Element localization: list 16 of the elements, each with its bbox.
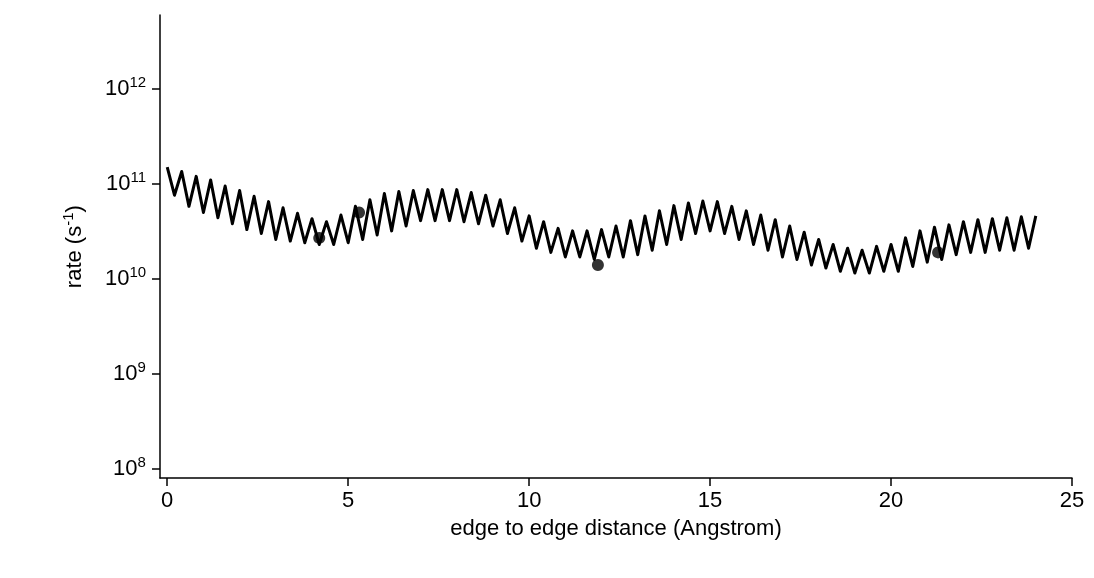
point (353, 206, 366, 219)
line-series (165, 165, 1038, 275)
x-tick-label: 5 (342, 486, 355, 512)
x-tick-label: 0 (161, 486, 174, 512)
x-tick-label: 10 (516, 486, 542, 512)
point (313, 231, 326, 244)
x-tick-label: 15 (697, 486, 723, 512)
x-axis-title: edge to edge distance (Angstrom) (450, 514, 782, 540)
y-tick-label: 10$^{11}$ (106, 168, 147, 196)
y-tick-label: 10$^{12}$ (105, 73, 147, 101)
x-tick-label: 20 (878, 486, 904, 512)
y-tick-label: 10$^{10}$ (105, 263, 147, 291)
point (591, 258, 604, 271)
y-tick-label: 10$^{9}$ (113, 358, 146, 386)
x-tick-label: 25 (1059, 486, 1085, 512)
y-tick-label: 10$^{8}$ (113, 453, 146, 481)
